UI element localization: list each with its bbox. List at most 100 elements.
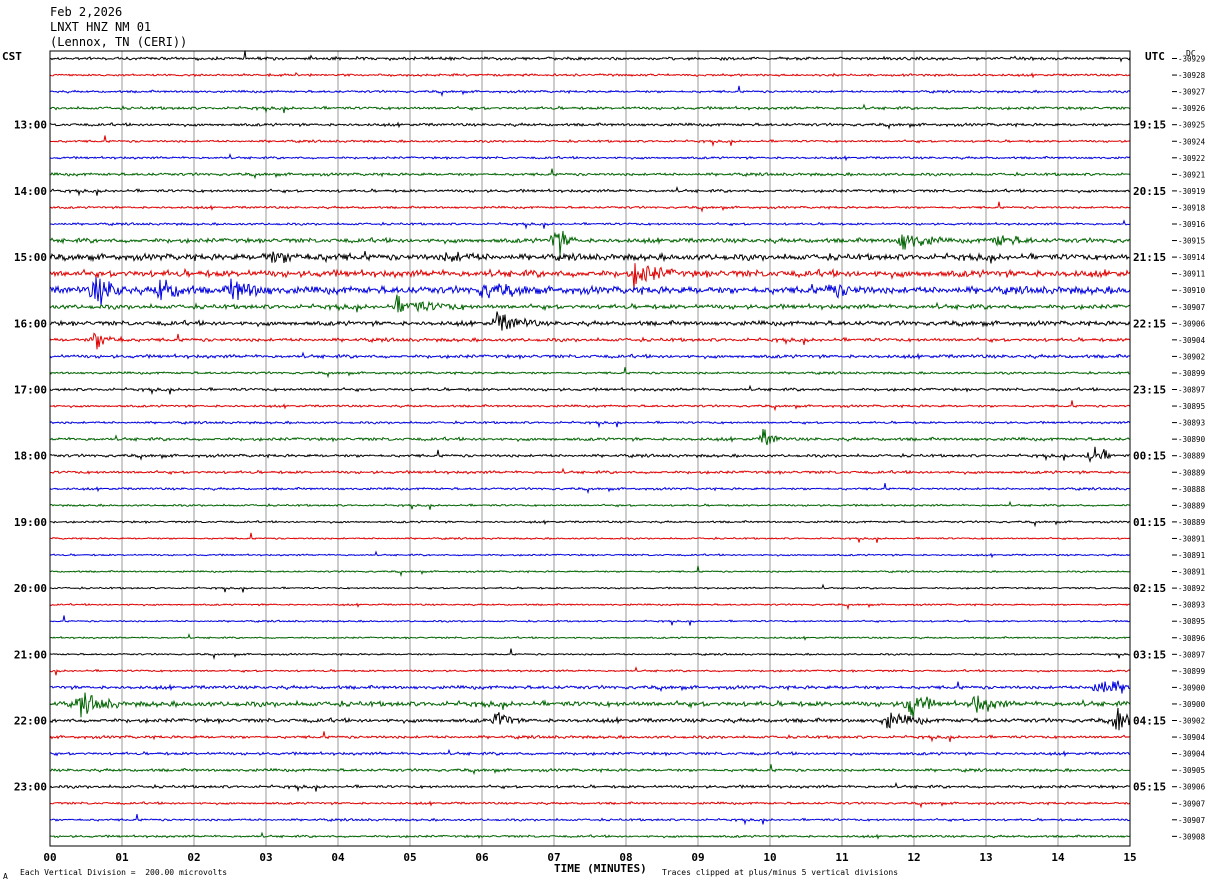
left-hour-label: 17:00 — [14, 384, 47, 397]
trace-28 — [49, 519, 1131, 528]
dc-offset-label: -30914 — [1178, 253, 1206, 262]
dc-offset-label: -30908 — [1178, 832, 1206, 841]
trace-9 — [49, 201, 1131, 213]
dc-offset-label: -30897 — [1178, 650, 1205, 659]
x-tick-label: 07 — [547, 851, 560, 864]
right-hour-label: 22:15 — [1133, 317, 1166, 330]
trace-3 — [49, 103, 1131, 114]
trace-32 — [49, 583, 1131, 593]
trace-5 — [49, 135, 1131, 148]
dc-offset-label: -30890 — [1178, 435, 1206, 444]
trace-22 — [49, 420, 1131, 429]
dc-offset-label: -30902 — [1178, 352, 1205, 361]
dc-offset-label: -30907 — [1178, 303, 1205, 312]
trace-41 — [49, 731, 1131, 743]
trace-27 — [49, 500, 1131, 510]
x-tick-label: 00 — [43, 851, 56, 864]
right-hour-label: 21:15 — [1133, 251, 1166, 264]
trace-30 — [49, 550, 1131, 559]
dc-offset-label: -30897 — [1178, 386, 1205, 395]
dc-offset-label: -30893 — [1178, 419, 1205, 428]
trace-21 — [49, 400, 1131, 412]
trace-18 — [49, 351, 1131, 361]
trace-37 — [49, 666, 1131, 676]
dc-offset-label: -30927 — [1178, 88, 1205, 97]
trace-13 — [49, 263, 1131, 290]
x-tick-label: 08 — [619, 851, 632, 864]
dc-offset-label: -30921 — [1178, 170, 1205, 179]
trace-25 — [49, 467, 1131, 476]
dc-offset-label: -30918 — [1178, 203, 1206, 212]
trace-45 — [50, 800, 1131, 809]
x-tick-label: 04 — [331, 851, 345, 864]
left-hour-label: 18:00 — [14, 450, 47, 463]
trace-19 — [49, 367, 1131, 379]
dc-label: DC — [1186, 49, 1196, 58]
dc-offset-label: -30896 — [1178, 634, 1206, 643]
right-timezone-label: UTC — [1145, 50, 1165, 63]
x-tick-label: 15 — [1123, 851, 1136, 864]
dc-offset-label: -30904 — [1178, 750, 1206, 759]
trace-34 — [50, 615, 1131, 626]
dc-offset-label: -30904 — [1178, 733, 1206, 742]
axis-labels: 00 01 02 03 04 05 06 07 08 09 10 11 12 13 14 15 -30929 -3… — [14, 55, 1206, 865]
right-hour-label: 04:15 — [1133, 715, 1166, 728]
x-tick-label: 02 — [187, 851, 200, 864]
dc-offset-label: -30926 — [1178, 104, 1206, 113]
x-tick-label: 05 — [403, 851, 416, 864]
right-hour-label: 19:15 — [1133, 119, 1166, 132]
trace-4 — [49, 121, 1131, 130]
trace-33 — [49, 602, 1131, 611]
dc-offset-label: -30907 — [1178, 799, 1205, 808]
dc-offset-label: -30911 — [1178, 270, 1205, 279]
trace-11 — [49, 230, 1131, 256]
right-hour-label: 23:15 — [1133, 384, 1166, 397]
dc-offset-label: -30889 — [1178, 452, 1205, 461]
dc-offset-label: -30900 — [1178, 700, 1206, 709]
dc-offset-label: -30893 — [1178, 601, 1205, 610]
left-hour-label: 15:00 — [14, 251, 47, 264]
header-station: LNXT HNZ NM 01 — [50, 20, 152, 34]
right-hour-label: 02:15 — [1133, 582, 1166, 595]
left-hour-label: 21:00 — [14, 648, 47, 661]
trace-10 — [49, 219, 1131, 230]
trace-6 — [49, 153, 1131, 162]
trace-43 — [49, 764, 1131, 776]
trace-35 — [49, 633, 1131, 641]
seismic-traces — [49, 50, 1131, 840]
dc-offset-label: -30910 — [1178, 286, 1206, 295]
dc-offset-label: -30906 — [1178, 319, 1206, 328]
header-date: Feb 2,2026 — [50, 5, 123, 19]
x-tick-label: 10 — [763, 851, 776, 864]
trace-17 — [49, 332, 1131, 350]
trace-2 — [49, 85, 1131, 97]
dc-offset-label: -30899 — [1178, 369, 1205, 378]
trace-40 — [49, 707, 1131, 731]
minute-grid — [49, 51, 1131, 846]
left-timezone-label: CST — [2, 50, 22, 63]
dc-offset-label: -30928 — [1178, 71, 1206, 80]
x-axis-title: TIME (MINUTES) — [554, 862, 647, 875]
left-hour-label: 14:00 — [14, 185, 47, 198]
trace-1 — [49, 72, 1131, 79]
dc-offset-label: -30891 — [1178, 551, 1205, 560]
x-tick-label: 03 — [259, 851, 272, 864]
trace-46 — [49, 814, 1131, 826]
right-hour-label: 05:15 — [1133, 781, 1166, 794]
dc-offset-label: -30922 — [1178, 154, 1205, 163]
dc-offset-label: -30888 — [1178, 485, 1206, 494]
trace-38 — [50, 680, 1131, 694]
x-tick-label: 11 — [835, 851, 849, 864]
trace-24 — [49, 446, 1131, 464]
trace-14 — [49, 276, 1131, 306]
trace-42 — [50, 748, 1131, 758]
left-hour-label: 20:00 — [14, 582, 47, 595]
left-hour-label: 16:00 — [14, 317, 47, 330]
dc-offset-label: -30892 — [1178, 584, 1205, 593]
trace-36 — [49, 648, 1131, 660]
trace-29 — [49, 532, 1131, 543]
trace-20 — [49, 384, 1130, 396]
corner-mark: A — [3, 872, 8, 881]
right-hour-label: 01:15 — [1133, 516, 1166, 529]
dc-offset-label: -30891 — [1178, 534, 1205, 543]
